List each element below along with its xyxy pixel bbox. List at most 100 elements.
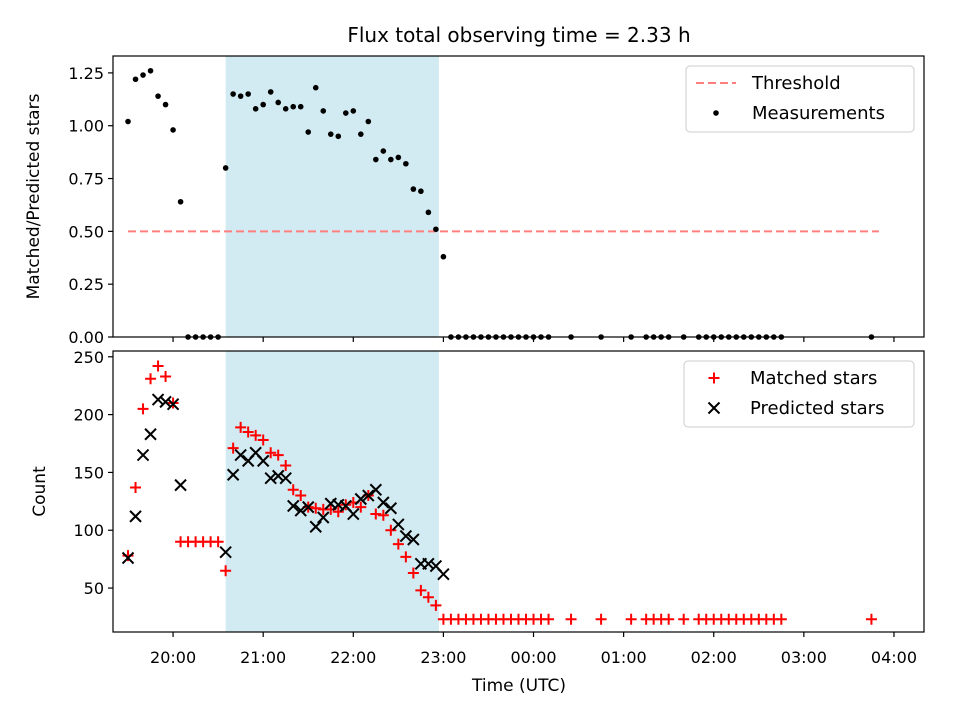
bottom-point: [137, 403, 149, 415]
bottom-legend-swatch: [707, 401, 721, 415]
top-point: [222, 165, 229, 171]
bottom-point: [160, 370, 172, 382]
bottom-point: [362, 489, 375, 502]
top-point: [433, 226, 439, 233]
bottom-axes-frame: [112, 350, 925, 633]
bottom-point: [145, 373, 157, 385]
bottom-y-axis-label: Count: [30, 466, 50, 517]
top-point: [282, 106, 289, 112]
top-point: [132, 76, 139, 83]
bottom-point: [775, 613, 787, 625]
bottom-point: [310, 502, 322, 514]
bottom-point: [302, 500, 315, 514]
top-point: [380, 148, 387, 154]
bottom-legend-label: Matched stars: [750, 368, 877, 389]
top-highlight-span: [225, 56, 439, 337]
bottom-point: [565, 613, 577, 625]
bottom-point: [415, 584, 427, 596]
bottom-point: [422, 557, 435, 570]
bottom-ytick-label: 150: [73, 463, 104, 482]
bottom-point: [250, 429, 262, 441]
bottom-legend-label: Predicted stars: [750, 398, 884, 419]
bottom-point: [332, 506, 344, 518]
bottom-point: [543, 613, 555, 625]
bottom-point: [272, 449, 284, 461]
top-point: [335, 133, 342, 140]
bottom-point: [271, 469, 285, 483]
bottom-xtick-label: 01:00: [601, 648, 647, 667]
bottom-point: [377, 509, 389, 521]
top-point: [290, 103, 297, 110]
bottom-xtick-label: 03:00: [781, 648, 827, 667]
bottom-point: [678, 613, 690, 625]
bottom-point: [370, 508, 382, 520]
bottom-point: [407, 567, 419, 579]
bottom-point: [625, 613, 637, 625]
bottom-point: [279, 471, 292, 485]
bottom-point: [287, 499, 300, 513]
bottom-point: [151, 393, 165, 406]
top-point: [162, 101, 169, 108]
top-legend-swatch: [713, 110, 719, 116]
bottom-point: [392, 518, 405, 531]
top-point: [418, 188, 424, 195]
bottom-point: [369, 483, 383, 496]
bottom-point: [377, 496, 390, 509]
top-point: [388, 156, 394, 163]
bottom-ytick-label: 50: [84, 579, 104, 598]
bottom-point: [234, 448, 247, 462]
top-point: [147, 67, 154, 74]
top-point: [155, 93, 161, 99]
bottom-point: [280, 459, 292, 471]
bottom-panel-counts: 50 100 150 200 250 20:00 21:00 22:00 23:00 00:00 0…: [30, 348, 925, 667]
bottom-ytick-label: 250: [73, 348, 104, 367]
bottom-point: [166, 397, 180, 411]
top-point: [297, 103, 304, 110]
top-y-axis-label: Matched/Predicted stars: [24, 93, 44, 299]
top-panel-ratio: 0.00 0.25 0.50 0.75 1.00 1.25 Matched/Predicte…: [24, 55, 925, 347]
top-point: [440, 253, 447, 260]
bottom-point: [407, 533, 420, 546]
bottom-point: [287, 484, 299, 496]
bottom-point: [136, 448, 150, 462]
top-ytick-label: 0.00: [68, 328, 104, 347]
top-point: [365, 118, 372, 125]
top-point: [410, 186, 417, 192]
bottom-xtick-label: 22:00: [330, 648, 376, 667]
top-point: [312, 84, 319, 91]
top-point: [275, 99, 282, 106]
bottom-point: [392, 538, 404, 550]
bottom-point: [242, 426, 254, 438]
bottom-legend-box: [683, 360, 915, 428]
bottom-series-1: [121, 393, 450, 581]
top-point: [267, 89, 274, 95]
bottom-point: [174, 478, 187, 492]
bottom-point: [437, 567, 450, 581]
bottom-legend-swatch: [708, 372, 720, 384]
bottom-point: [422, 591, 434, 603]
bottom-point: [226, 468, 240, 481]
top-point: [305, 129, 312, 135]
bottom-ytick-label: 200: [73, 406, 104, 425]
bottom-point: [227, 442, 239, 454]
bottom-point: [865, 613, 877, 625]
bottom-point: [152, 360, 164, 372]
bottom-point: [121, 551, 135, 565]
top-point: [252, 106, 259, 112]
bottom-point: [355, 501, 367, 513]
bottom-point: [129, 510, 142, 523]
bottom-point: [144, 428, 157, 441]
top-point: [177, 198, 184, 205]
top-point: [395, 154, 402, 161]
top-point: [245, 91, 251, 97]
bottom-point: [430, 599, 442, 611]
bottom-highlight-span: [225, 351, 439, 632]
top-series-0: [125, 67, 875, 340]
bottom-point: [256, 454, 270, 468]
top-point: [170, 127, 176, 133]
top-point: [403, 160, 409, 167]
top-legend: Threshold Measurements: [685, 65, 915, 133]
bottom-xtick-label: 20:00: [150, 648, 196, 667]
top-ytick-label: 0.75: [68, 170, 104, 189]
